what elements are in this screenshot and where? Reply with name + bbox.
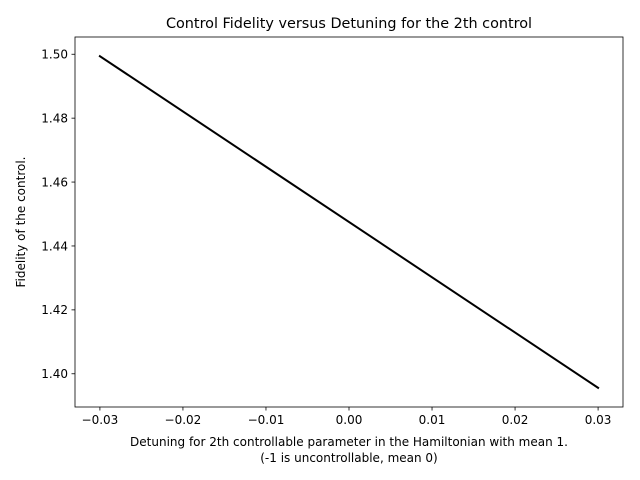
x-tick-label: 0.00	[336, 413, 363, 427]
x-tick-label: 0.02	[502, 413, 529, 427]
y-tick-label: 1.42	[41, 303, 68, 317]
series-line-0	[98, 54, 600, 390]
y-tick-label: 1.50	[41, 48, 68, 62]
x-tick-label: 0.01	[419, 413, 446, 427]
y-axis-label: Fidelity of the control.	[14, 157, 28, 288]
y-tick-label: 1.46	[41, 175, 68, 189]
x-tick-label: −0.01	[248, 413, 285, 427]
x-axis-label-line-2: (-1 is uncontrollable, mean 0)	[260, 451, 437, 465]
plot-area: −0.03 −0.02 −0.01 0.00 0.01 0.02 0.03 1.40 1.42 1…	[41, 36, 624, 427]
x-axis-label: Detuning for 2th controllable parameter …	[130, 435, 568, 449]
x-tick-label: 0.03	[585, 413, 612, 427]
x-tick-label: −0.03	[82, 413, 119, 427]
chart-title: Control Fidelity versus Detuning for the…	[166, 16, 532, 32]
y-tick-label: 1.48	[41, 111, 68, 125]
x-tick-label: −0.02	[165, 413, 202, 427]
y-tick-label: 1.40	[41, 367, 68, 381]
y-tick-label: 1.44	[41, 239, 68, 253]
